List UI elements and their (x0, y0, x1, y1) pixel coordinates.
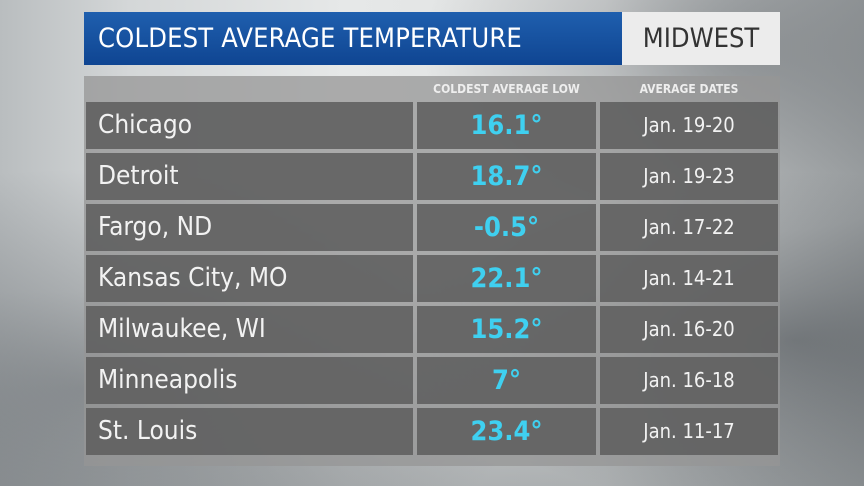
low-temp-cell: 15.2° (417, 306, 596, 353)
dates-cell: Jan. 11-17 (600, 408, 778, 455)
table-row: Minneapolis 7° Jan. 16-18 (86, 357, 778, 404)
city-cell: Fargo, ND (86, 204, 413, 251)
city-cell: Milwaukee, WI (86, 306, 413, 353)
city-cell: St. Louis (86, 408, 413, 455)
dates-cell: Jan. 19-20 (600, 102, 778, 149)
low-temp-cell: 16.1° (417, 102, 596, 149)
table-row: Detroit 18.7° Jan. 19-23 (86, 153, 778, 200)
low-temp-cell: 22.1° (417, 255, 596, 302)
low-temp-cell: -0.5° (417, 204, 596, 251)
region-label: MIDWEST (622, 12, 780, 65)
city-cell: Chicago (86, 102, 413, 149)
dates-cell: Jan. 16-18 (600, 357, 778, 404)
city-cell: Detroit (86, 153, 413, 200)
column-header-low: COLDEST AVERAGE LOW (433, 82, 580, 96)
dates-cell: Jan. 19-23 (600, 153, 778, 200)
city-cell: Kansas City, MO (86, 255, 413, 302)
city-cell: Minneapolis (86, 357, 413, 404)
low-temp-cell: 18.7° (417, 153, 596, 200)
page-title: COLDEST AVERAGE TEMPERATURE (84, 12, 622, 65)
table-row: Chicago 16.1° Jan. 19-20 (86, 102, 778, 149)
low-temp-cell: 23.4° (417, 408, 596, 455)
low-temp-cell: 7° (417, 357, 596, 404)
dates-cell: Jan. 16-20 (600, 306, 778, 353)
column-header-dates: AVERAGE DATES (639, 82, 739, 96)
table-row: St. Louis 23.4° Jan. 11-17 (86, 408, 778, 455)
dates-cell: Jan. 14-21 (600, 255, 778, 302)
dates-cell: Jan. 17-22 (600, 204, 778, 251)
table-row: Kansas City, MO 22.1° Jan. 14-21 (86, 255, 778, 302)
table-row: Milwaukee, WI 15.2° Jan. 16-20 (86, 306, 778, 353)
table-row: Fargo, ND -0.5° Jan. 17-22 (86, 204, 778, 251)
